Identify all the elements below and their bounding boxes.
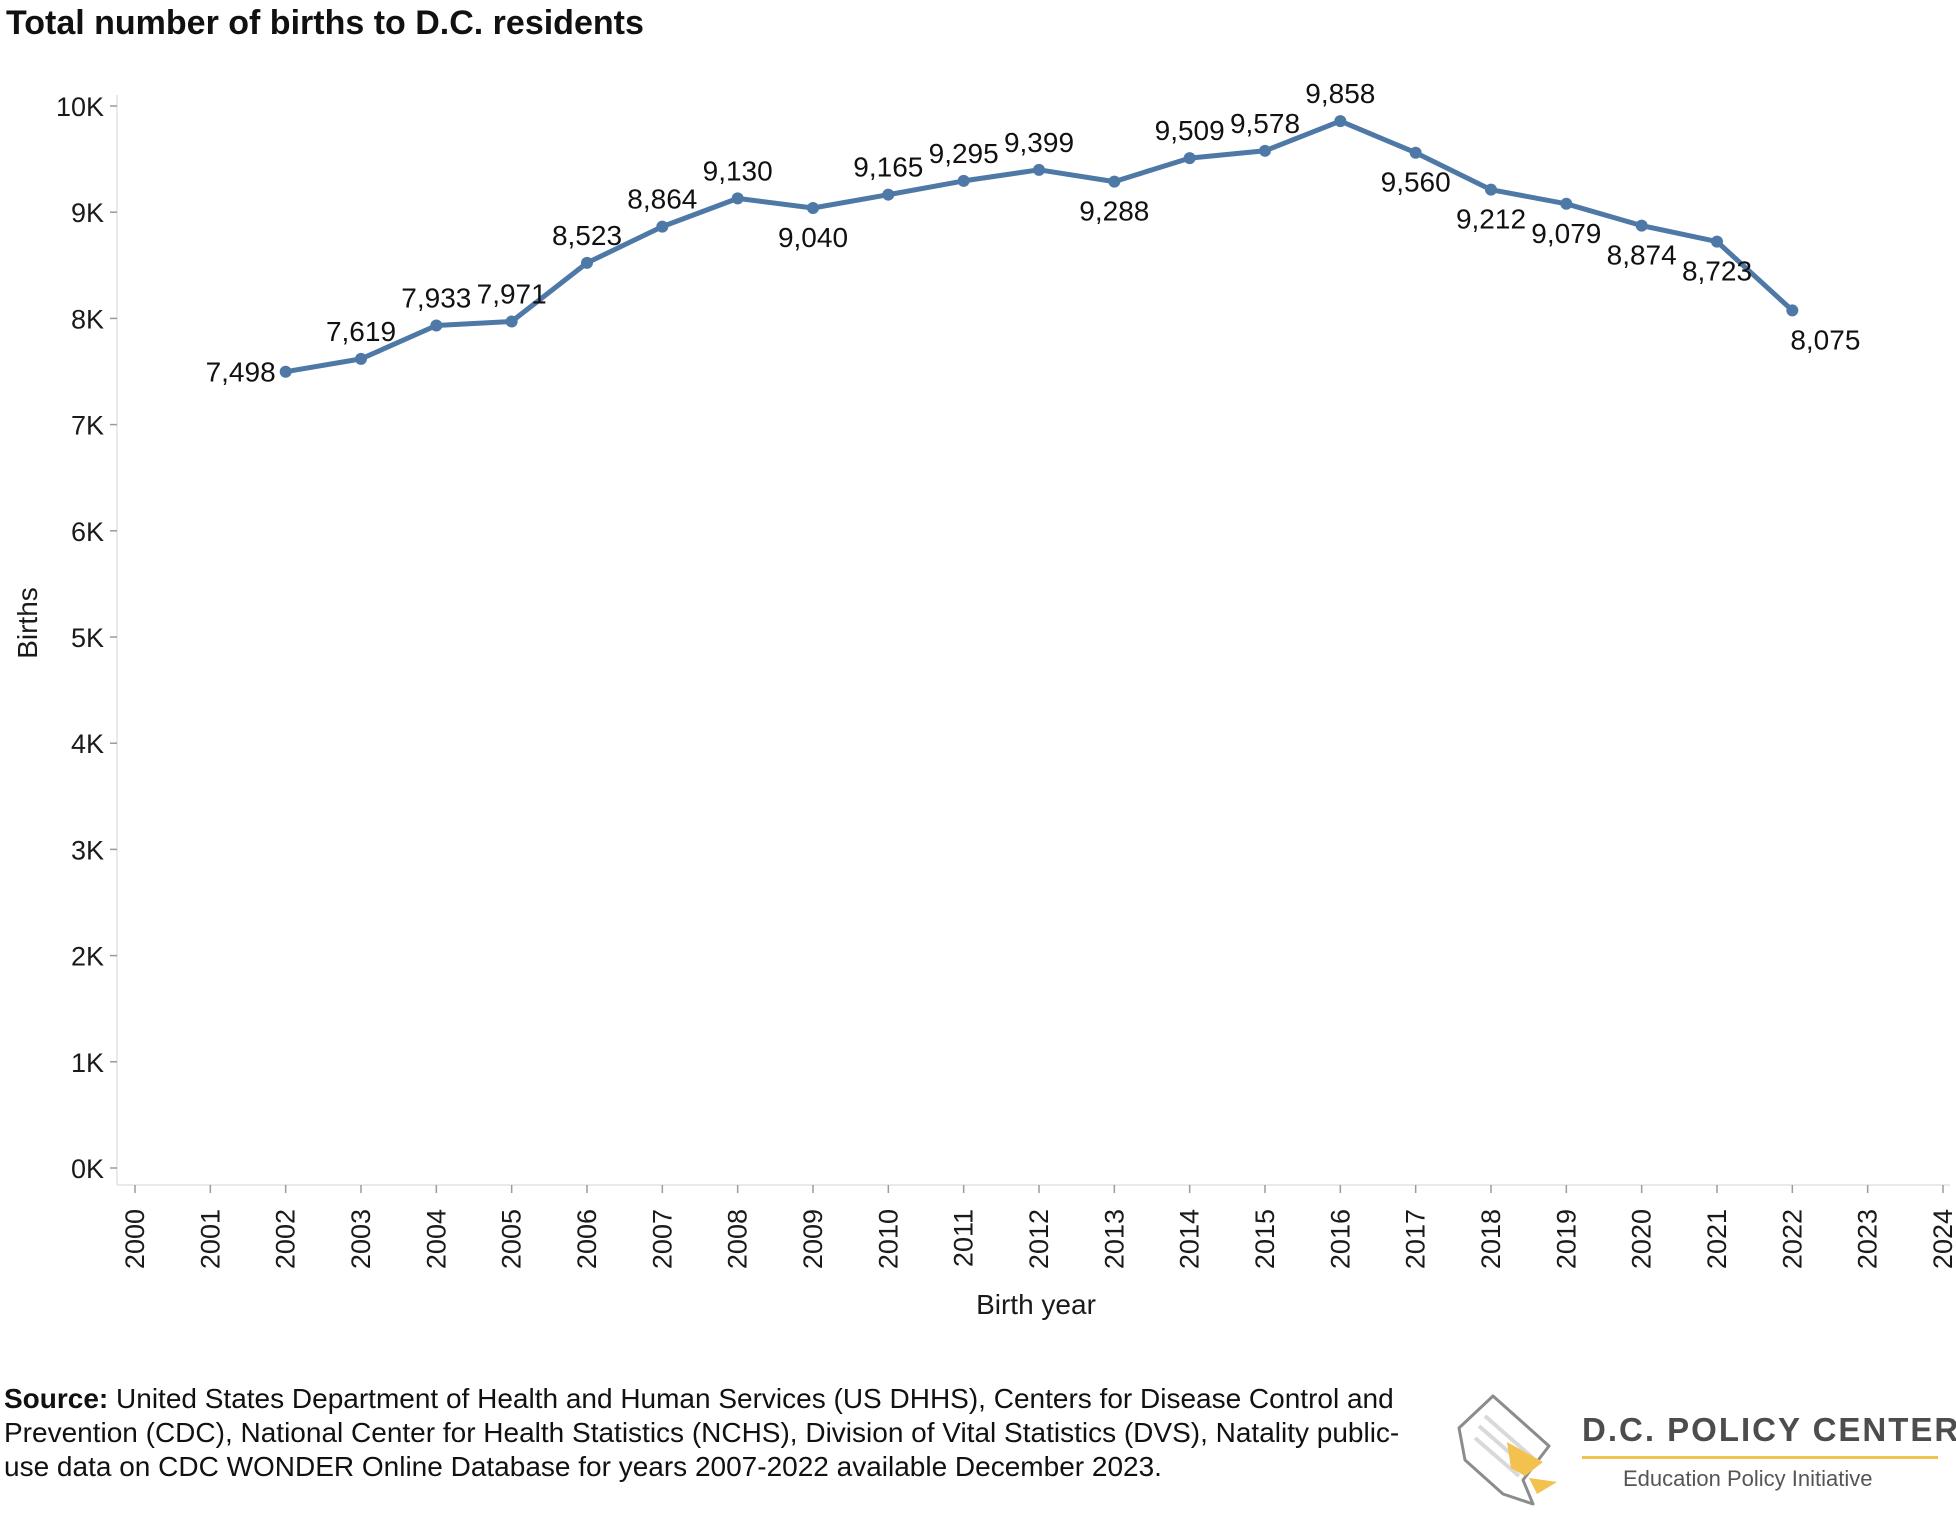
x-tick-label: 2023 [1853, 1209, 1883, 1269]
source-note: Source: United States Department of Heal… [4, 1382, 1424, 1484]
logo-divider [1582, 1456, 1938, 1459]
x-tick-label: 2020 [1627, 1209, 1657, 1269]
data-label: 7,933 [401, 283, 471, 314]
y-tick-label: 1K [71, 1048, 104, 1078]
data-point [1711, 235, 1723, 248]
logo-subtitle: Education Policy Initiative [1623, 1466, 1873, 1491]
source-label: Source: [4, 1383, 109, 1414]
y-tick-label: 3K [71, 835, 104, 865]
data-point [1033, 163, 1045, 176]
data-point [1334, 115, 1347, 128]
data-label: 9,212 [1456, 204, 1526, 235]
data-point [1183, 152, 1196, 165]
data-label: 8,864 [627, 184, 697, 215]
data-point [581, 256, 593, 269]
x-tick-label: 2010 [873, 1209, 903, 1269]
data-label: 8,075 [1790, 324, 1860, 355]
x-tick-label: 2002 [271, 1209, 301, 1269]
data-point [1259, 144, 1271, 157]
data-point [957, 174, 970, 187]
data-label: 9,040 [778, 222, 848, 253]
data-label: 7,971 [477, 278, 547, 309]
data-point [1108, 175, 1121, 188]
data-label: 9,399 [1004, 127, 1074, 158]
chart-title: Total number of births to D.C. residents [6, 4, 644, 42]
x-tick-label: 2019 [1551, 1209, 1581, 1269]
x-tick-label: 2015 [1250, 1209, 1280, 1269]
x-axis-title: Birth year [976, 1289, 1096, 1320]
x-tick-label: 2016 [1325, 1209, 1355, 1269]
data-label: 9,295 [929, 138, 999, 169]
x-tick-label: 2007 [647, 1209, 677, 1269]
logo-org-name: D.C. POLICY CENTER [1582, 1411, 1956, 1448]
x-tick-label: 2024 [1928, 1209, 1956, 1269]
data-label: 9,578 [1230, 108, 1300, 139]
y-tick-label: 8K [71, 304, 104, 334]
dc-policy-center-logo: D.C. POLICY CENTER Education Policy Init… [1445, 1384, 1956, 1506]
y-tick-label: 2K [71, 942, 104, 972]
y-tick-label: 4K [71, 729, 104, 759]
data-label: 7,619 [326, 316, 396, 347]
x-tick-label: 2001 [195, 1209, 225, 1269]
y-tick-label: 0K [71, 1154, 104, 1184]
y-tick-label: 10K [56, 92, 104, 122]
data-point [279, 365, 292, 378]
data-label: 8,723 [1682, 256, 1752, 287]
data-point [1409, 146, 1422, 159]
x-tick-label: 2017 [1401, 1209, 1431, 1269]
data-point [656, 220, 669, 233]
data-label: 9,165 [853, 152, 923, 183]
x-tick-label: 2022 [1777, 1209, 1807, 1269]
y-tick-label: 7K [71, 411, 104, 441]
x-tick-label: 2005 [497, 1209, 527, 1269]
data-label: 8,523 [552, 220, 622, 251]
data-point [1635, 219, 1648, 232]
data-point [1485, 183, 1497, 196]
x-tick-label: 2003 [346, 1209, 376, 1269]
data-point [1786, 304, 1799, 317]
data-label: 9,560 [1381, 167, 1451, 198]
source-text: United States Department of Health and H… [4, 1383, 1400, 1482]
x-tick-label: 2000 [120, 1209, 150, 1269]
data-label: 8,874 [1607, 240, 1677, 271]
line-chart: 0K 1K 2K 3K 4K 5K 6K 7K 8K 9K 10K 2000 2001 2002 2003 2… [12, 78, 1956, 1320]
data-label: 9,509 [1155, 115, 1225, 146]
data-label: 7,498 [206, 357, 276, 388]
x-tick-label: 2012 [1024, 1209, 1054, 1269]
y-tick-label: 9K [71, 198, 104, 228]
dc-map-document-icon [1457, 1394, 1557, 1506]
x-tick-label: 2021 [1702, 1209, 1732, 1269]
data-point [430, 319, 443, 332]
data-label: 9,079 [1531, 218, 1601, 249]
y-tick-label: 5K [71, 623, 104, 653]
data-point [882, 188, 895, 201]
y-tick-label: 6K [71, 517, 104, 547]
x-tick-label: 2011 [949, 1209, 979, 1267]
x-tick-label: 2013 [1099, 1209, 1129, 1269]
x-tick-label: 2006 [572, 1209, 602, 1269]
data-label: 9,858 [1305, 78, 1375, 109]
x-tick-label: 2014 [1175, 1209, 1205, 1269]
x-tick-label: 2018 [1476, 1209, 1506, 1269]
data-point [1560, 197, 1573, 210]
data-point [505, 315, 518, 328]
data-label: 9,288 [1079, 196, 1149, 227]
data-point [355, 352, 367, 365]
x-tick-label: 2009 [798, 1209, 828, 1269]
data-point [807, 201, 819, 214]
data-label: 9,130 [703, 155, 773, 186]
x-tick-label: 2008 [723, 1209, 753, 1269]
y-axis-title: Births [12, 587, 43, 659]
data-point [731, 192, 744, 205]
x-tick-label: 2004 [421, 1209, 451, 1269]
